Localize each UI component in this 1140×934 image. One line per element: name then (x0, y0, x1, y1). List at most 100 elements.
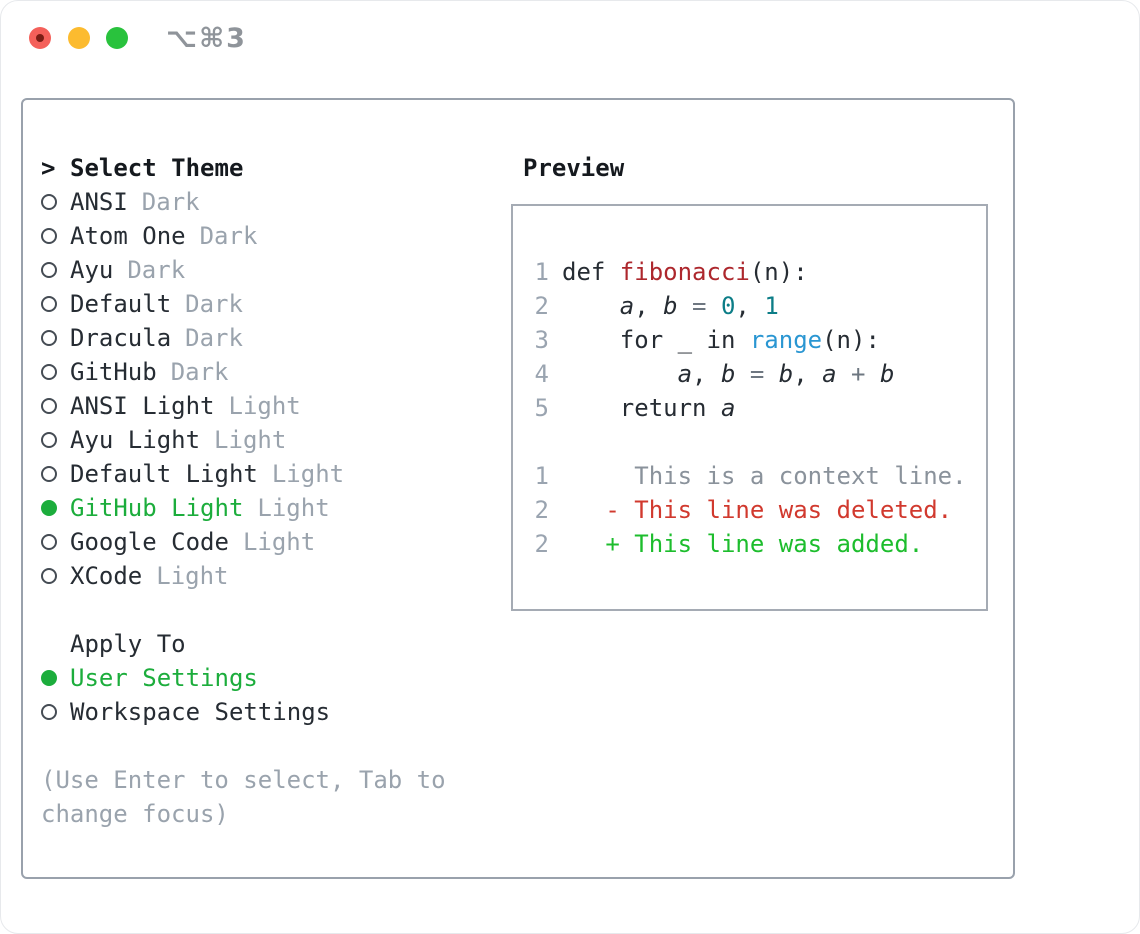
theme-variant-tag: Light (271, 460, 345, 488)
theme-option-label: Atom One (70, 222, 186, 250)
radio-selected-icon (41, 670, 70, 686)
radio-unselected-icon (41, 704, 70, 720)
theme-variant-tag: Light (228, 392, 301, 420)
spacer (41, 593, 493, 627)
theme-option-github-light[interactable]: GitHub Light Light (41, 491, 493, 525)
radio-unselected-icon (41, 228, 70, 244)
code-token-op: + (836, 360, 880, 388)
theme-option-ayu-light[interactable]: Ayu Light Light (41, 423, 493, 457)
theme-option-label: ANSI (70, 188, 128, 216)
code-line: 4 a, b = b, a + b (533, 357, 986, 391)
line-number: 5 (534, 394, 549, 422)
code-line: 5 return a (533, 391, 986, 425)
code-line: 1 This is a context line. (533, 459, 986, 493)
select-theme-header: Select Theme (70, 154, 244, 182)
theme-option-github[interactable]: GitHub Dark (41, 355, 493, 389)
code-token-code (562, 289, 620, 323)
focus-caret-icon: > (41, 154, 56, 182)
code-token-var: b (720, 360, 736, 388)
theme-option-google-code[interactable]: Google Code Light (41, 525, 493, 559)
code-line: 2 + This line was added. (533, 527, 986, 561)
apply-to-option-user-settings[interactable]: User Settings (41, 661, 493, 695)
radio-unselected-icon (41, 432, 70, 448)
code-token-var: b (663, 292, 678, 320)
radio-unselected-icon (41, 364, 70, 380)
code-token-code: for _ in (562, 326, 750, 354)
theme-option-default-light[interactable]: Default Light Light (41, 457, 493, 491)
minimize-button-icon[interactable] (68, 27, 90, 49)
apply-to-option-workspace-settings[interactable]: Workspace Settings (41, 695, 493, 729)
apply-to-header: Apply To (70, 630, 186, 658)
apply-to-list: User Settings Workspace Settings (41, 661, 493, 729)
line-number: 2 (534, 292, 549, 320)
theme-option-label: XCode (70, 562, 143, 590)
code-token-var: a (822, 360, 837, 388)
code-token-code: , (793, 360, 823, 388)
line-number: 3 (534, 326, 549, 354)
code-line: 2 a, b = 0, 1 (533, 289, 986, 323)
code-token-code: , (692, 360, 721, 388)
theme-list: ANSI Dark Atom One Dark Ayu Dark Default Dark Dr… (41, 185, 493, 593)
theme-variant-tag: Dark (127, 256, 186, 284)
apply-to-option-label: Workspace Settings (70, 698, 331, 726)
theme-option-label: Default (70, 290, 172, 318)
theme-option-atom-one[interactable]: Atom One Dark (41, 219, 493, 253)
code-line: 3 for _ in range (n): (533, 323, 986, 357)
theme-variant-tag: Dark (170, 358, 229, 386)
code-token-op: = (677, 292, 721, 320)
code-token-code: , (634, 292, 664, 320)
theme-variant-tag: Dark (141, 188, 200, 216)
theme-dialog-panel: > Select Theme ANSI Dark Atom One Dark Ayu Da… (21, 98, 1015, 879)
theme-option-label: GitHub Light (70, 494, 244, 522)
code-token-builtin: range (749, 326, 823, 354)
select-theme-header-row: > Select Theme (41, 151, 493, 185)
radio-unselected-icon (41, 194, 70, 210)
theme-list-column: > Select Theme ANSI Dark Atom One Dark Ayu Da… (41, 151, 493, 831)
theme-variant-tag: Light (156, 562, 229, 590)
theme-option-ayu[interactable]: Ayu Dark (41, 253, 493, 287)
code-token-var: a (720, 394, 736, 422)
code-token-code: , (735, 292, 765, 320)
close-button-icon[interactable] (29, 27, 51, 49)
apply-to-header-row: Apply To (41, 627, 493, 661)
line-number: 4 (534, 360, 549, 388)
theme-option-xcode[interactable]: XCode Light (41, 559, 493, 593)
theme-variant-tag: Light (257, 494, 330, 522)
code-line (533, 425, 986, 459)
theme-option-label: Ayu (70, 256, 114, 284)
theme-variant-tag: Dark (185, 290, 243, 318)
keyboard-hint: (Use Enter to select, Tab to change focu… (41, 766, 446, 828)
theme-option-label: Ayu Light (70, 426, 201, 454)
apply-to-option-label: User Settings (70, 664, 258, 692)
code-token-num: 1 (764, 292, 779, 320)
code-token-context: This is a context line. (562, 462, 967, 490)
code-token-var: a (677, 360, 693, 388)
titlebar: ⌥⌘3 (1, 1, 1139, 75)
code-token-code: (n): (749, 258, 808, 286)
theme-variant-tag: Dark (199, 222, 258, 250)
theme-option-dracula[interactable]: Dracula Dark (41, 321, 493, 355)
line-number (533, 425, 549, 459)
line-number: 1 (534, 462, 549, 490)
radio-unselected-icon (41, 534, 70, 550)
line-number: 1 (534, 258, 549, 286)
code-token-var: a (619, 292, 635, 320)
theme-option-default[interactable]: Default Dark (41, 287, 493, 321)
theme-option-label: GitHub (70, 358, 157, 386)
code-token-code: def (562, 258, 620, 286)
theme-option-ansi-light[interactable]: ANSI Light Light (41, 389, 493, 423)
theme-option-label: Default Light (70, 460, 258, 488)
spacer (41, 729, 493, 763)
theme-option-label: Dracula (70, 324, 172, 352)
maximize-button-icon[interactable] (106, 27, 128, 49)
theme-option-ansi[interactable]: ANSI Dark (41, 185, 493, 219)
theme-variant-tag: Light (214, 426, 287, 454)
code-token-func: fibonacci (619, 258, 750, 286)
radio-unselected-icon (41, 466, 70, 482)
radio-unselected-icon (41, 330, 70, 346)
code-token-op: = (735, 360, 779, 388)
code-line: 1 def fibonacci (n): (533, 255, 986, 289)
